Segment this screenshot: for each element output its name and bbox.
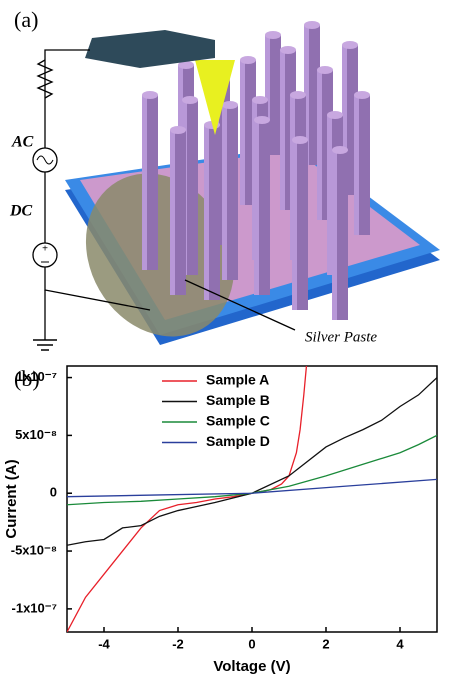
x-tick-label: -2 [172, 636, 184, 651]
rod-shade [142, 95, 147, 270]
series-line [67, 366, 308, 632]
rod-shade [222, 105, 227, 280]
series-line [67, 434, 437, 506]
rod-top [327, 111, 343, 119]
dc-label: DC [9, 203, 33, 220]
rod-shade [265, 35, 270, 155]
tip-cone [195, 60, 235, 135]
ac-symbol [36, 155, 54, 165]
rod-top [332, 146, 348, 154]
rod-shade [342, 45, 347, 195]
rod-top [142, 91, 158, 99]
cantilever [85, 30, 215, 68]
rod-shade [254, 120, 259, 295]
series-line [67, 478, 437, 498]
rod-shade [280, 50, 285, 210]
rod-top [354, 91, 370, 99]
rod-top [317, 66, 333, 74]
silver-paste-label: Silver Paste [305, 329, 377, 345]
rod-shade [292, 140, 297, 310]
nanorods [142, 21, 370, 320]
y-axis-label: Current (A) [3, 459, 20, 538]
panel-label: (a) [14, 7, 38, 32]
y-tick-label: -5x10⁻⁸ [11, 542, 57, 557]
rod-top [182, 96, 198, 104]
x-tick-label: 0 [248, 636, 255, 651]
rod-top [265, 31, 281, 39]
pointer [184, 279, 296, 331]
rod-top [252, 96, 268, 104]
rod-top [292, 136, 308, 144]
rod-shade [317, 70, 322, 220]
rod-top [342, 41, 358, 49]
rod-shade [327, 115, 332, 275]
x-tick-label: 2 [322, 636, 329, 651]
y-tick-label: 5x10⁻⁸ [15, 427, 57, 442]
rod-top [240, 56, 256, 64]
legend-label: Sample B [206, 392, 270, 408]
x-tick-label: 4 [396, 636, 404, 651]
rod-top [178, 61, 194, 69]
x-tick-label: -4 [98, 636, 110, 651]
diagram: (a) + AC DC Silver Paste [9, 7, 440, 351]
ac-label: AC [11, 134, 34, 151]
rod-shade [332, 150, 337, 320]
y-tick-label: 0 [50, 485, 57, 500]
rod-shade [240, 60, 245, 205]
plot: -1x10⁻⁷ -5x10⁻⁸ 0 5x10⁻⁸ 1x10⁻⁷ -4 -2 0 2 4 Voltag… [3, 365, 438, 675]
legend-label: Sample D [206, 433, 270, 449]
rod-shade [354, 95, 359, 235]
panel-label: (b) [14, 366, 40, 391]
rod-top [290, 91, 306, 99]
rod-shade [204, 125, 209, 300]
legend-label: Sample C [206, 413, 270, 429]
rod-shade [170, 130, 175, 295]
y-tick-label: -1x10⁻⁷ [12, 600, 57, 615]
dc-source [32, 242, 58, 268]
rod-top [280, 46, 296, 54]
rod-shade [304, 25, 309, 165]
rod-top [222, 101, 238, 109]
legend-label: Sample A [206, 372, 269, 388]
plus: + [42, 244, 48, 255]
resistor [36, 59, 54, 99]
rod-top [304, 21, 320, 29]
x-axis-label: Voltage (V) [213, 658, 290, 675]
rod-top [254, 116, 270, 124]
y-tick-label: 1x10⁻⁷ [16, 369, 57, 384]
rod-top [170, 126, 186, 134]
